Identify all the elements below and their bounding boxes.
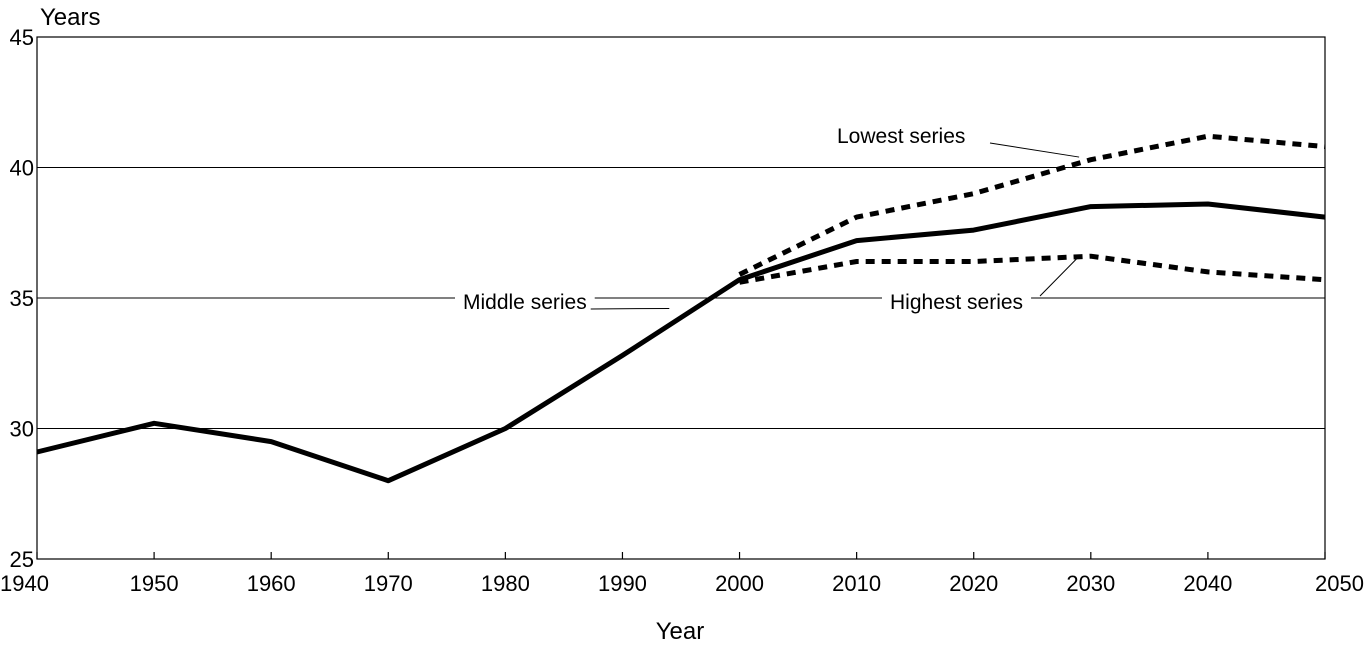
y-axis-title: Years xyxy=(40,4,101,31)
x-axis-title: Year xyxy=(656,618,705,645)
series-lines xyxy=(37,136,1325,481)
axis-ticks: 25 30 35 40 45 1940 1950 1960 1970 1980 1990 2000 20… xyxy=(0,25,1364,596)
y-tick-label: 40 xyxy=(10,156,34,181)
annotation-leader-line xyxy=(990,143,1079,157)
annotation-lowest-series: Lowest series xyxy=(829,124,1079,157)
series-line-highest-series xyxy=(740,256,1326,282)
annotation-label: Middle series xyxy=(463,291,587,314)
y-tick-label: 45 xyxy=(10,25,34,50)
x-tick-label: 2030 xyxy=(1066,571,1115,596)
annotation-label: Highest series xyxy=(890,291,1023,314)
y-tick-label: 35 xyxy=(10,286,34,311)
series-annotations: Lowest series Middle series Highest series xyxy=(455,124,1079,315)
x-tick-label: 1960 xyxy=(247,571,296,596)
y-tick-label: 25 xyxy=(10,547,34,572)
annotation-leader-line xyxy=(1040,256,1079,296)
annotation-label: Lowest series xyxy=(837,125,965,148)
x-tick-label: 2010 xyxy=(832,571,881,596)
x-tick-label: 2020 xyxy=(949,571,998,596)
x-tick-label: 2050 xyxy=(1315,571,1364,596)
annotation-leader-line xyxy=(591,308,670,309)
annotation-middle-series: Middle series xyxy=(455,290,669,315)
x-tick-label: 2000 xyxy=(715,571,764,596)
annotation-highest-series: Highest series xyxy=(882,256,1079,315)
x-tick-label: 1980 xyxy=(481,571,530,596)
y-tick-label: 30 xyxy=(10,417,34,442)
series-line-middle-series xyxy=(37,204,1325,481)
x-tick-label: 1970 xyxy=(364,571,413,596)
x-tick-label: 1990 xyxy=(598,571,647,596)
x-tick-label: 1950 xyxy=(130,571,179,596)
x-tick-label: 2040 xyxy=(1183,571,1232,596)
x-tick-label: 1940 xyxy=(0,571,49,596)
